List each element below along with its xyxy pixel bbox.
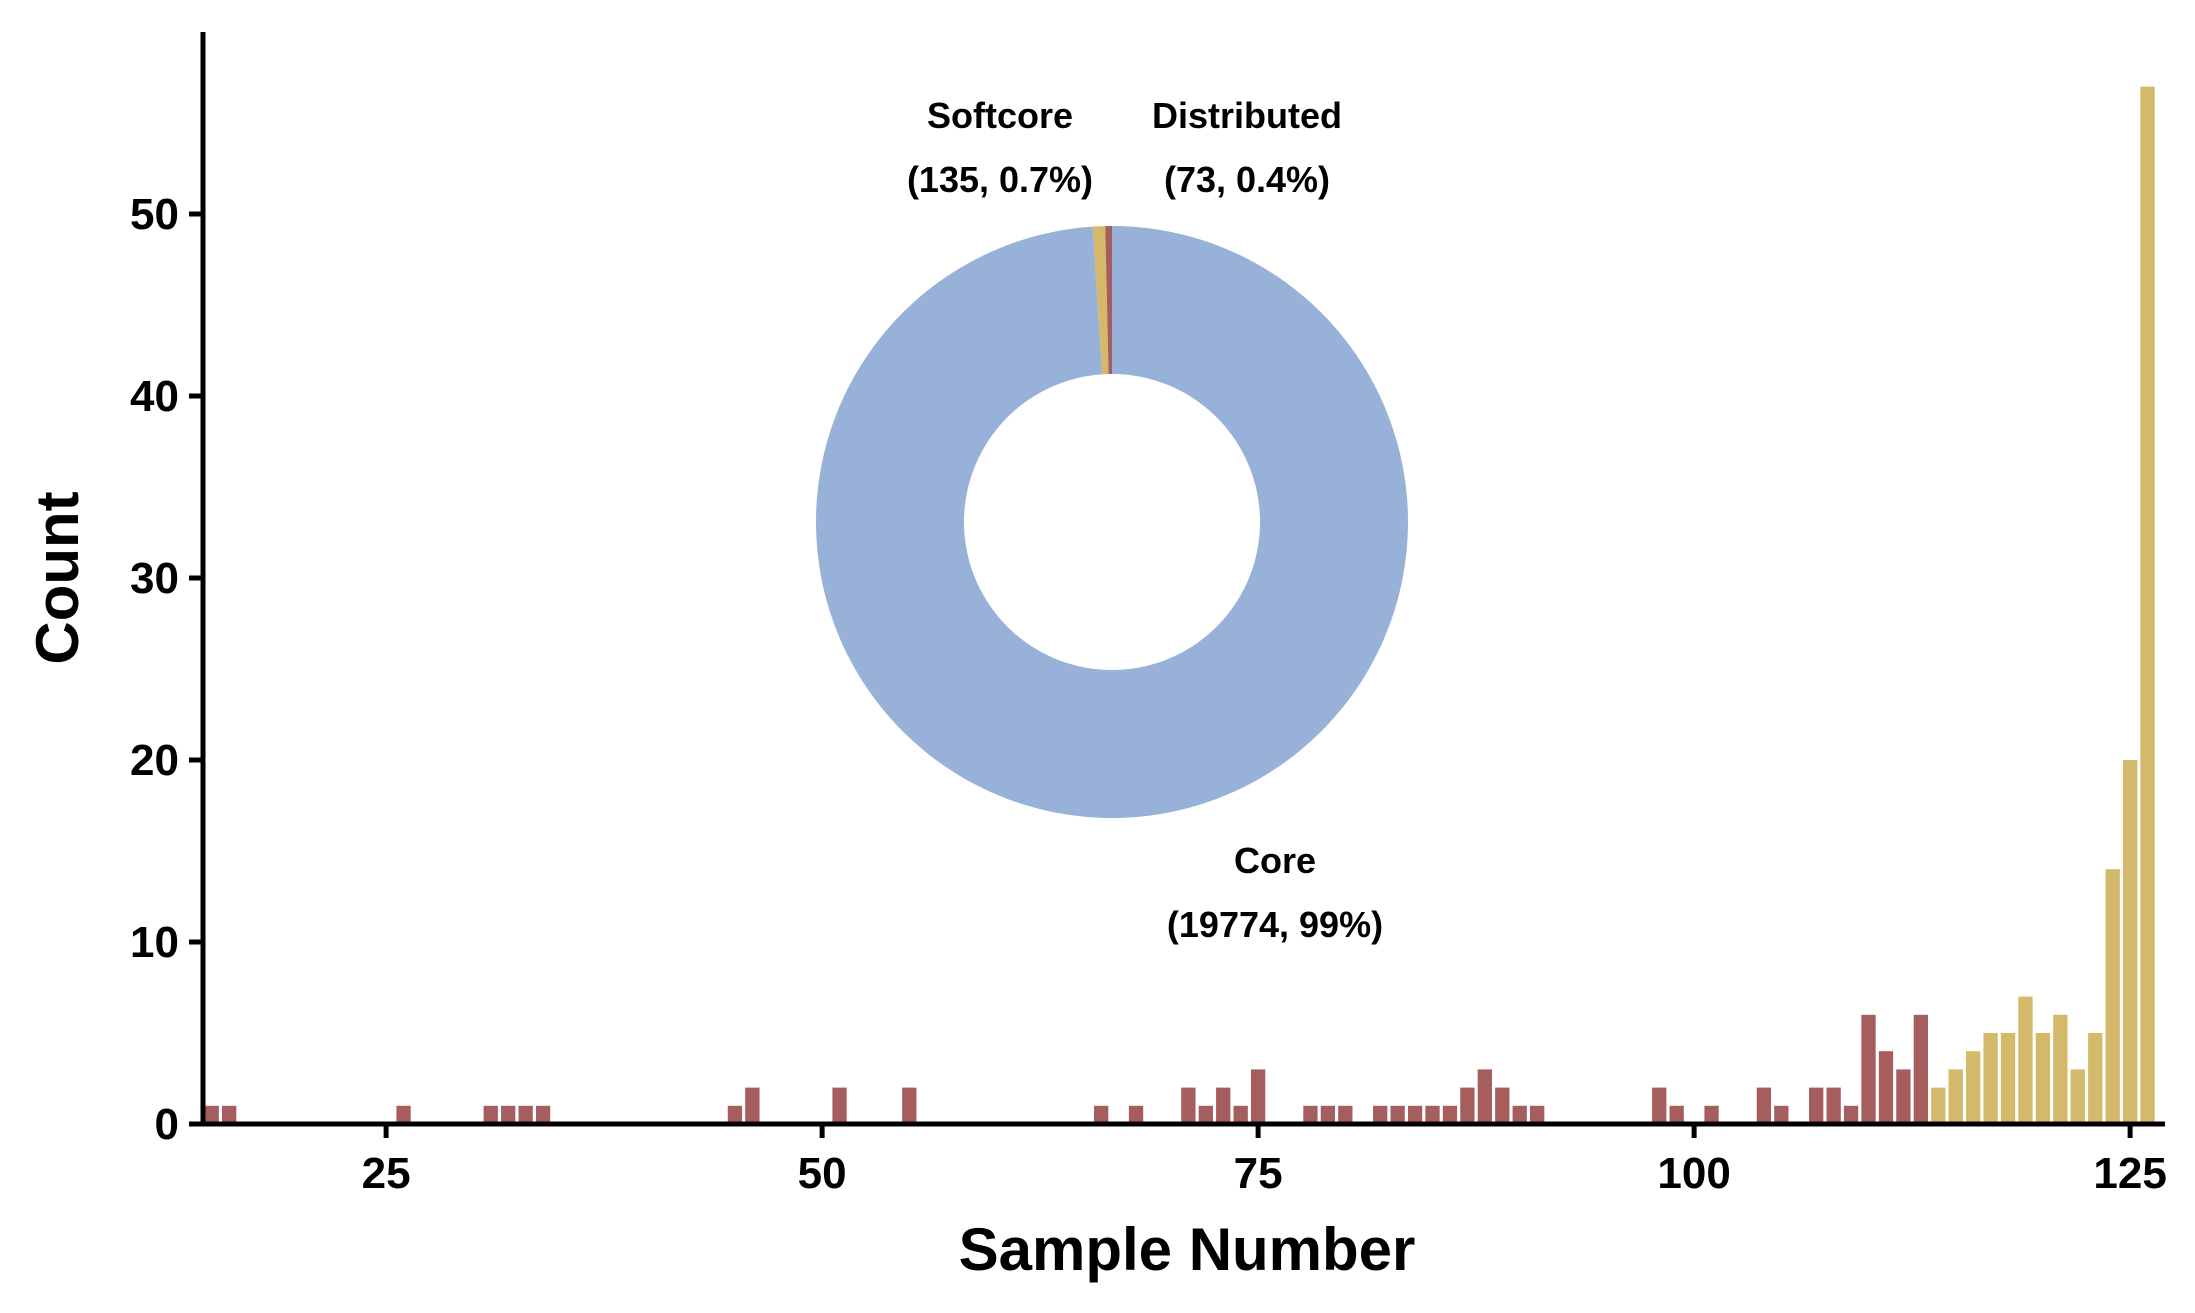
bar-distributed-71 (1181, 1087, 1196, 1124)
bar-distributed-45 (727, 1105, 743, 1124)
bar-distributed-89 (1495, 1087, 1510, 1124)
bar-distributed-46 (745, 1087, 760, 1124)
pie-label-core-name: Core (1234, 840, 1316, 881)
bar-distributed-98 (1652, 1087, 1667, 1124)
bar-softcore-114 (1931, 1087, 1946, 1124)
x-axis-ticks: 25 50 75 100 125 (362, 1124, 2167, 1198)
bar-softcore-119 (2018, 996, 2033, 1124)
donut-slice-core (816, 226, 1409, 819)
pie-label-distributed-value: (73, 0.4%) (1164, 159, 1330, 200)
y-axis-title: Count (24, 491, 91, 664)
bar-distributed-66 (1094, 1105, 1109, 1124)
x-tick-label-50: 50 (798, 1149, 847, 1198)
pie-label-distributed-name: Distributed (1152, 95, 1342, 136)
x-axis-title: Sample Number (959, 1216, 1416, 1283)
bar-softcore-118 (2000, 1033, 2016, 1124)
donut-slice-softcore (1092, 226, 1109, 375)
bar-distributed-85 (1425, 1105, 1440, 1124)
bar-distributed-109 (1843, 1105, 1859, 1124)
bar-softcore-117 (1983, 1033, 1998, 1124)
y-tick-label-10: 10 (130, 918, 179, 967)
bar-distributed-105 (1774, 1105, 1789, 1124)
bar-distributed-84 (1407, 1105, 1423, 1124)
bar-distributed-88 (1477, 1069, 1492, 1124)
bar-softcore-125 (2122, 760, 2138, 1124)
bar-distributed-73 (1216, 1087, 1231, 1124)
bar-softcore-122 (2070, 1069, 2085, 1124)
y-tick-label-30: 30 (130, 554, 179, 603)
bar-softcore-121 (2053, 1014, 2068, 1124)
y-tick-label-20: 20 (130, 736, 179, 785)
x-tick-label-100: 100 (1657, 1149, 1730, 1198)
bar-softcore-115 (1948, 1069, 1963, 1124)
bar-distributed-78 (1303, 1105, 1318, 1124)
x-tick-label-75: 75 (1234, 1149, 1283, 1198)
bar-distributed-83 (1390, 1105, 1405, 1124)
y-axis-ticks: 0 10 20 30 40 50 (130, 190, 203, 1149)
bar-distributed-32 (501, 1105, 516, 1124)
bar-distributed-91 (1530, 1105, 1545, 1124)
bar-distributed-75 (1250, 1069, 1266, 1124)
bar-distributed-87 (1460, 1087, 1475, 1124)
bar-distributed-99 (1669, 1105, 1684, 1124)
bar-distributed-68 (1128, 1105, 1144, 1124)
bar-distributed-16 (222, 1105, 237, 1124)
bar-distributed-80 (1338, 1105, 1353, 1124)
bar-softcore-126 (2140, 86, 2155, 1125)
bar-distributed-51 (832, 1087, 847, 1124)
bar-distributed-15 (204, 1105, 219, 1124)
bar-distributed-86 (1442, 1105, 1458, 1124)
bar-distributed-90 (1512, 1105, 1527, 1124)
bar-distributed-110 (1861, 1014, 1876, 1124)
y-tick-label-50: 50 (130, 190, 179, 239)
bar-softcore-120 (2035, 1033, 2051, 1124)
bar-distributed-82 (1373, 1105, 1388, 1124)
bar-distributed-104 (1756, 1087, 1772, 1124)
pie-label-core-value: (19774, 99%) (1167, 904, 1383, 945)
bar-softcore-124 (2105, 869, 2120, 1124)
bar-softcore-116 (1966, 1051, 1981, 1124)
bar-distributed-33 (518, 1105, 533, 1124)
bar-distributed-79 (1320, 1105, 1336, 1124)
bar-distributed-101 (1704, 1105, 1719, 1124)
bar-distributed-112 (1896, 1069, 1911, 1124)
x-tick-label-25: 25 (362, 1149, 411, 1198)
bar-distributed-111 (1878, 1051, 1894, 1124)
pie-label-softcore-name: Softcore (927, 95, 1073, 136)
bar-distributed-108 (1826, 1087, 1841, 1124)
bar-softcore-123 (2088, 1033, 2103, 1124)
donut-chart (816, 226, 1409, 819)
pie-label-softcore-value: (135, 0.7%) (907, 159, 1093, 200)
y-tick-label-40: 40 (130, 372, 179, 421)
bar-distributed-72 (1198, 1105, 1213, 1124)
bar-distributed-74 (1233, 1105, 1248, 1124)
y-tick-label-0: 0 (155, 1100, 179, 1149)
bar-distributed-107 (1809, 1087, 1824, 1124)
bar-distributed-34 (535, 1105, 551, 1124)
bar-distributed-31 (483, 1105, 498, 1124)
bar-distributed-55 (902, 1087, 917, 1124)
bar-distributed-113 (1913, 1014, 1928, 1124)
donut-slice-distributed (1105, 226, 1112, 375)
histogram-bars (204, 86, 2155, 1125)
x-tick-label-125: 125 (2093, 1149, 2166, 1198)
bar-distributed-26 (396, 1105, 411, 1124)
